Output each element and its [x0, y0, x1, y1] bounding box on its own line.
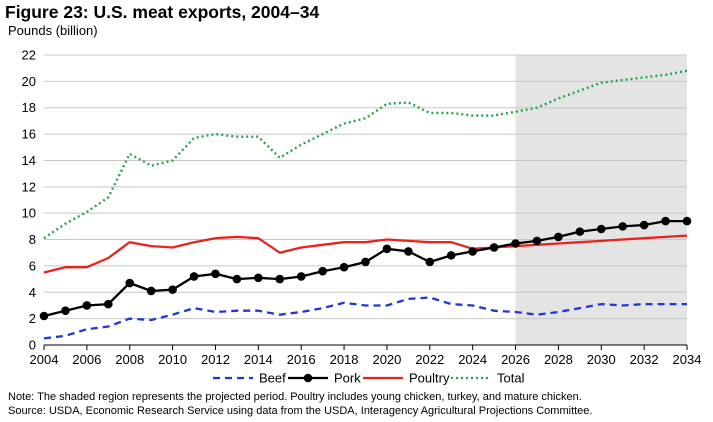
- y-axis-label: Pounds (billion): [8, 23, 98, 38]
- series-point-pork: [168, 285, 177, 294]
- series-point-pork: [575, 227, 585, 236]
- series-point-pork: [125, 278, 135, 288]
- series-point-pork: [554, 232, 563, 242]
- series-point-pork: [404, 247, 413, 256]
- source-text: Source: USDA, Economic Research Service …: [8, 405, 593, 417]
- series-point-pork: [211, 269, 220, 279]
- series-point-pork: [425, 257, 435, 267]
- y-tick-label: 0: [29, 338, 36, 353]
- y-tick-label: 12: [22, 179, 36, 194]
- y-tick-label: 22: [22, 48, 36, 63]
- series-point-pork: [489, 243, 499, 252]
- series-point-pork: [104, 299, 113, 309]
- note-text: Note: The shaded region represents the p…: [8, 391, 582, 403]
- y-tick-label: 20: [22, 74, 36, 89]
- y-tick-label: 6: [29, 258, 36, 273]
- series-point-pork: [82, 301, 92, 310]
- series-point-pork: [382, 244, 392, 254]
- series-point-pork: [446, 251, 456, 260]
- series-point-pork: [661, 216, 670, 226]
- x-tick-label: 2012: [201, 352, 230, 367]
- series-point-pork: [339, 262, 349, 272]
- y-tick-label: 10: [22, 206, 36, 221]
- y-tick-label: 2: [29, 311, 36, 326]
- x-tick-label: 2018: [330, 352, 359, 367]
- y-tick-label: 8: [29, 232, 36, 247]
- legend-label-poultry: Poultry: [409, 371, 450, 386]
- x-tick-label: 2004: [30, 352, 59, 367]
- x-tick-label: 2010: [158, 352, 187, 367]
- x-tick-label: 2016: [287, 352, 316, 367]
- series-point-pork: [361, 257, 370, 267]
- series-point-pork: [511, 239, 520, 248]
- series-line-poultry: [43, 234, 688, 274]
- x-tick-label: 2034: [673, 352, 702, 367]
- x-tick-label: 2032: [630, 352, 659, 367]
- x-tick-label: 2020: [372, 352, 401, 367]
- x-tick-label: 2006: [72, 352, 101, 367]
- x-tick-label: 2026: [501, 352, 530, 367]
- x-tick-label: 2008: [115, 352, 144, 367]
- series-point-pork: [275, 274, 285, 284]
- legend-marker-pork: [303, 373, 313, 383]
- y-tick-label: 18: [22, 100, 36, 115]
- x-tick-label: 2022: [415, 352, 444, 367]
- series-point-pork: [254, 273, 263, 283]
- x-tick-label: 2014: [244, 352, 273, 367]
- series-point-pork: [189, 272, 199, 281]
- series-point-pork: [296, 272, 306, 281]
- series-line-beef: [43, 296, 687, 340]
- series-point-pork: [618, 222, 627, 231]
- y-tick-label: 4: [29, 285, 36, 300]
- series-point-pork: [232, 274, 242, 284]
- series-point-pork: [318, 266, 327, 276]
- chart-notes: Note: The shaded region represents the p…: [8, 390, 592, 418]
- chart-title: Figure 23: U.S. meat exports, 2004–34: [5, 2, 320, 22]
- series-point-pork: [146, 286, 156, 296]
- series-point-pork: [532, 236, 542, 246]
- series-point-pork: [639, 220, 649, 230]
- x-tick-label: 2024: [458, 352, 487, 367]
- legend-label-total: Total: [497, 371, 525, 386]
- projection-shaded-region: [515, 55, 687, 345]
- y-tick-label: 14: [22, 153, 36, 168]
- series-point-pork: [39, 311, 49, 321]
- x-tick-label: 2028: [544, 352, 573, 367]
- legend-label-beef: Beef: [259, 371, 286, 386]
- series-point-pork: [61, 306, 70, 316]
- y-tick-label: 16: [22, 127, 36, 142]
- series-point-pork: [596, 224, 606, 234]
- series-point-pork: [682, 216, 692, 226]
- legend-label-pork: Pork: [334, 371, 361, 386]
- x-tick-label: 2030: [587, 352, 616, 367]
- series-point-pork: [468, 247, 477, 256]
